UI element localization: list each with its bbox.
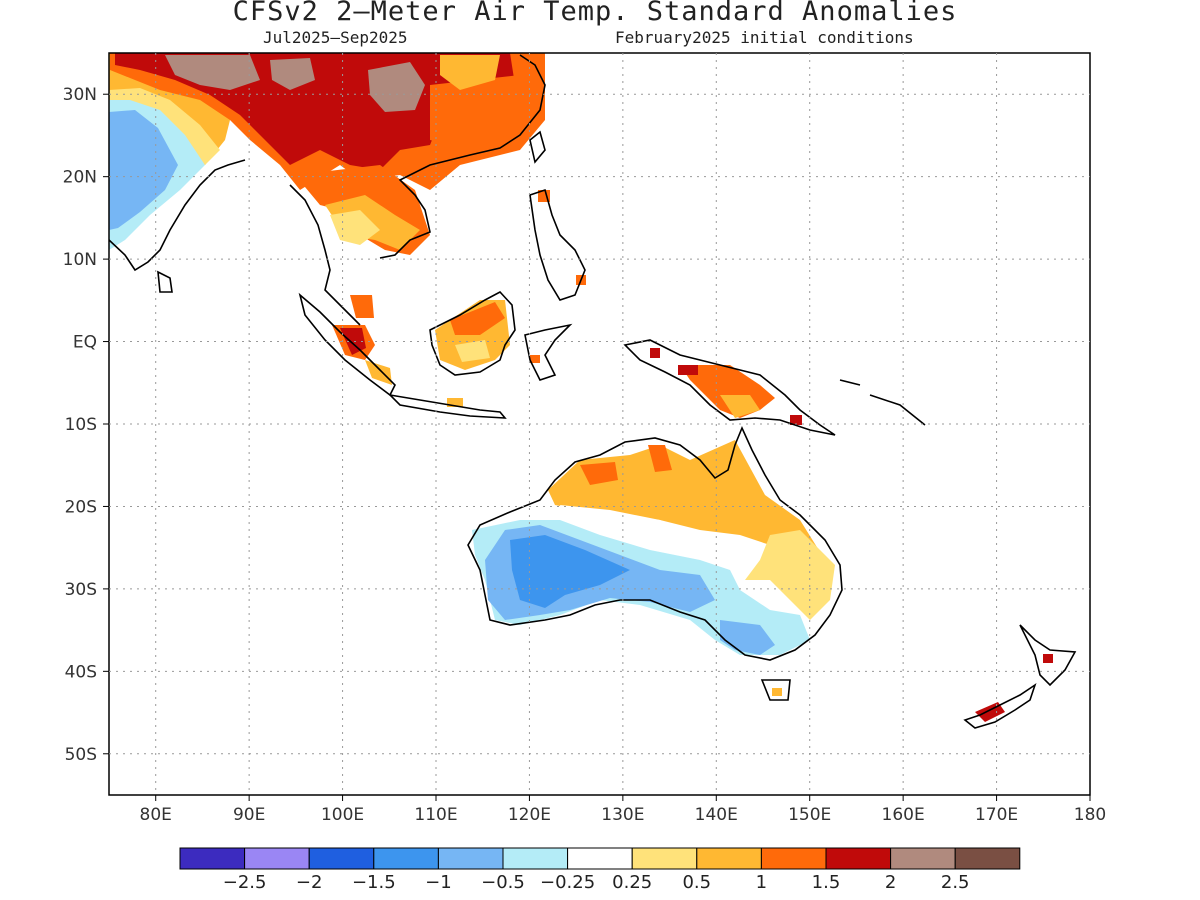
australia-central-neutral	[560, 505, 790, 575]
tasmania-coastline	[760, 679, 791, 701]
india-coastline	[109, 159, 246, 272]
colorbar-swatch	[696, 847, 762, 870]
lon-tick-label: 180	[1074, 805, 1106, 825]
colorbar-swatch	[502, 847, 569, 870]
colorbar-label: −2.5	[223, 872, 267, 893]
java-warm-spot	[447, 398, 463, 407]
lon-tick-label: 90E	[233, 805, 265, 825]
colorbar-label: −0.25	[540, 872, 595, 893]
india-warm-fringe	[109, 88, 220, 165]
colorbar-swatch	[373, 847, 439, 870]
indochina-coastline	[289, 54, 546, 326]
east-china-warm	[440, 55, 500, 90]
lon-tick-label: 120E	[508, 805, 551, 825]
lon-tick-label: 80E	[140, 805, 172, 825]
colorbar-label: 0.5	[682, 872, 711, 893]
borneo-coastline	[429, 291, 516, 376]
lat-tick-label: 40S	[65, 662, 97, 682]
colorbar-label: 1.5	[812, 872, 841, 893]
map-title: CFSv2 2—Meter Air Temp. Standard Anomali…	[232, 0, 958, 27]
australia-north-strong-2	[648, 445, 672, 472]
colorbar-label: −1.5	[352, 872, 396, 893]
australia-west-colder	[510, 535, 630, 608]
colorbar-label: −1	[425, 872, 452, 893]
new-britain-strong-spot	[790, 415, 802, 425]
colorbar-label: 2	[885, 872, 896, 893]
borneo-light-warm	[455, 340, 490, 362]
australia-coastline	[467, 425, 843, 661]
tibet-extreme-warm-2	[270, 58, 315, 90]
borneo-strong-warm	[450, 302, 505, 335]
colorbar-label: 0.25	[612, 872, 652, 893]
anomaly-fields	[109, 53, 1053, 722]
colorbar-swatch	[760, 847, 827, 870]
tasmania-warm-spot	[772, 688, 782, 696]
new-guinea-strong-spot-2	[678, 365, 698, 375]
new-guinea-mild-warm	[720, 395, 760, 418]
sulawesi-coastline	[524, 323, 573, 381]
lon-tick-label: 140E	[695, 805, 738, 825]
malaya-warm	[350, 295, 374, 318]
colorbar-label: 2.5	[941, 872, 970, 893]
lat-tick-label: EQ	[73, 333, 97, 353]
java-coastline	[387, 393, 507, 419]
colorbar-label: 1	[756, 872, 767, 893]
lon-tick-label: 160E	[882, 805, 925, 825]
lat-tick-label: 20N	[63, 168, 97, 188]
colorbar-label: −2	[296, 872, 323, 893]
china-extreme-warm	[368, 62, 425, 112]
nz-south-coastline	[963, 683, 1037, 729]
colorbar-swatch	[631, 847, 698, 870]
axis-ticks: 80E 90E 100E 110E 120E 130E 140E 150E 160E 170E 18…	[63, 85, 1107, 825]
lon-tick-label: 130E	[601, 805, 644, 825]
lat-tick-label: 20S	[65, 497, 97, 517]
new-guinea-strong-spot	[650, 348, 660, 358]
lon-tick-label: 100E	[321, 805, 364, 825]
lat-tick-label: 30S	[65, 580, 97, 600]
sumatra-strong-warm	[340, 328, 366, 355]
lat-tick-label: 50S	[65, 745, 97, 765]
solomon-islands-coastline	[839, 379, 926, 426]
lat-tick-label: 30N	[63, 85, 97, 105]
australia-east-mild	[745, 530, 835, 620]
india-cool-core	[109, 110, 178, 230]
sumatra-coastline	[298, 292, 396, 397]
colorbar-swatch	[437, 847, 504, 870]
sri-lanka-coastline	[157, 270, 173, 293]
coastlines	[109, 54, 1077, 729]
taiwan-coastline	[529, 130, 546, 164]
nz-north-warm-spot	[1043, 654, 1053, 663]
new-guinea-coastline	[623, 339, 836, 436]
colorbar-swatch	[825, 847, 892, 870]
initial-conditions: February2025 initial conditions	[615, 28, 914, 47]
lon-tick-label: 110E	[414, 805, 457, 825]
colorbar-label: −0.5	[481, 872, 525, 893]
lat-tick-label: 10S	[65, 415, 97, 435]
sumatra-south-mild	[365, 360, 392, 385]
philippines-coastline	[529, 188, 586, 301]
forecast-period: Jul2025—Sep2025	[263, 28, 408, 47]
nz-north-coastline	[1019, 624, 1077, 687]
colorbar-swatch	[954, 847, 1021, 870]
colorbar-swatch	[308, 847, 375, 870]
australia-north-warm	[548, 440, 825, 560]
lat-tick-label: 10N	[63, 250, 97, 270]
colorbar-swatch	[890, 847, 956, 870]
sulawesi-warm-spot	[530, 355, 540, 363]
tibet-extreme-warm	[165, 55, 260, 90]
lon-tick-label: 170E	[975, 805, 1018, 825]
colorbar-swatch	[567, 847, 633, 870]
graticule	[109, 53, 1090, 795]
australia-north-strong	[580, 462, 618, 485]
colorbar-swatch	[244, 847, 310, 870]
colorbar: −2.5 −2 −1.5 −1 −0.5 −0.25 0.25 0.5 1 1.5 2 2.5	[179, 847, 1021, 893]
lon-tick-label: 150E	[788, 805, 831, 825]
colorbar-swatch	[179, 847, 246, 870]
